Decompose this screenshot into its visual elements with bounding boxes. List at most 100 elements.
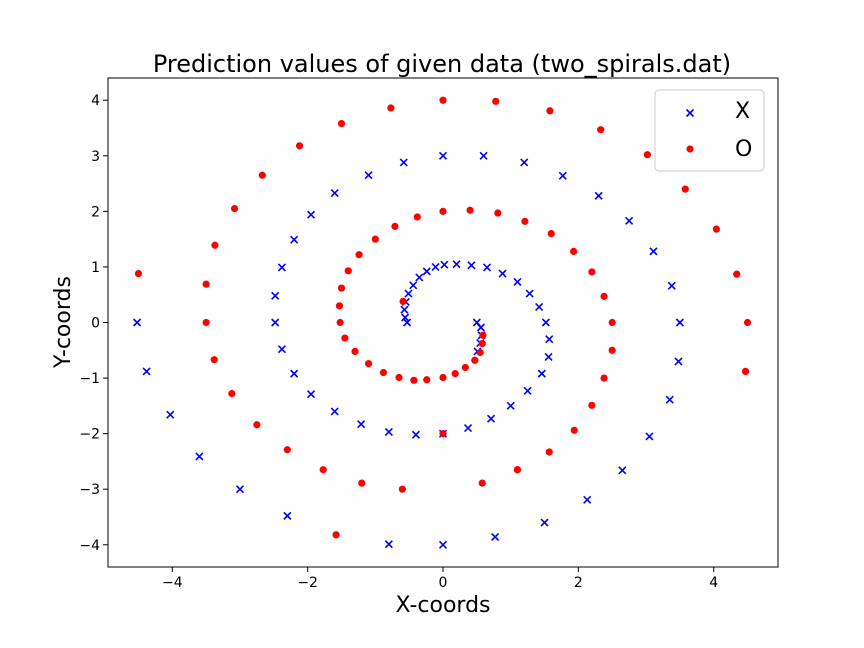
- data-point-x: [452, 260, 461, 269]
- data-point-x: [166, 410, 175, 419]
- x-axis-label: X-coords: [395, 593, 490, 618]
- data-point-o: [521, 217, 529, 225]
- data-point-x: [645, 432, 654, 441]
- data-point-o: [712, 225, 721, 233]
- data-point-x: [142, 367, 151, 376]
- data-point-o: [461, 363, 469, 372]
- x-tick-label: 2: [574, 575, 583, 591]
- data-point-x: [357, 420, 366, 429]
- data-point-o: [202, 280, 210, 288]
- data-point-o: [471, 356, 479, 364]
- data-point-x: [479, 151, 488, 160]
- data-point-o: [479, 331, 487, 339]
- x-axis: −4 −2 0 2 4: [162, 567, 718, 591]
- data-point-o: [387, 104, 395, 112]
- data-point-o: [258, 171, 266, 179]
- data-point-o: [478, 340, 486, 348]
- data-point-x: [486, 414, 496, 423]
- data-point-o: [423, 376, 431, 384]
- data-point-o: [410, 376, 418, 384]
- data-point-x: [544, 352, 553, 362]
- data-point-o: [439, 373, 447, 382]
- data-point-x: [399, 158, 408, 167]
- data-point-o: [332, 531, 340, 539]
- y-tick-label: −3: [79, 482, 100, 498]
- data-point-o: [492, 97, 500, 105]
- data-point-x: [467, 261, 476, 270]
- y-tick-label: −1: [79, 371, 100, 387]
- legend-marker-x-glyph: [685, 108, 695, 118]
- data-point-o: [211, 241, 219, 249]
- data-point-x: [384, 540, 393, 549]
- data-point-x: [411, 430, 420, 439]
- data-point-x: [271, 291, 280, 300]
- data-point-x: [506, 401, 515, 410]
- data-point-o: [253, 421, 261, 429]
- data-point-x: [330, 188, 339, 198]
- data-point-o: [513, 466, 522, 474]
- data-point-o: [358, 479, 366, 487]
- data-point-x: [440, 260, 449, 269]
- y-axis-label: Y-coords: [51, 276, 76, 369]
- data-point-o: [395, 373, 403, 382]
- data-point-x: [625, 216, 634, 225]
- data-point-x: [400, 305, 409, 314]
- y-axis: −4 −3 −2 −1 0 1 2 3 4: [79, 93, 108, 554]
- data-point-x: [438, 540, 448, 549]
- data-point-x: [283, 511, 292, 520]
- data-point-o: [337, 119, 346, 128]
- data-point-o: [439, 207, 447, 215]
- data-point-o: [319, 466, 327, 474]
- data-point-x: [491, 532, 500, 542]
- x-tick-label: 4: [709, 575, 718, 591]
- y-tick-label: −2: [79, 427, 100, 443]
- data-point-o: [336, 318, 344, 327]
- data-point-o: [451, 370, 459, 378]
- data-point-o: [546, 107, 554, 115]
- chart-title: Prediction values of given data (two_spi…: [153, 50, 731, 78]
- data-point-o: [570, 247, 578, 255]
- legend: X O: [654, 89, 765, 172]
- data-point-x: [277, 345, 286, 354]
- data-point-x: [583, 495, 592, 504]
- data-point-o: [134, 270, 143, 278]
- y-tick-label: 3: [91, 149, 100, 165]
- data-point-o: [335, 302, 344, 310]
- data-point-o: [351, 347, 359, 355]
- data-point-o: [608, 318, 616, 327]
- data-point-o: [341, 334, 349, 342]
- data-point-o: [597, 126, 605, 134]
- data-point-o: [741, 367, 750, 375]
- x-tick-label: −4: [162, 575, 183, 591]
- legend-marker-o-glyph: [686, 145, 694, 153]
- data-point-x: [476, 323, 485, 332]
- data-point-o: [230, 204, 239, 213]
- data-point-x: [431, 262, 440, 271]
- data-point-o: [344, 267, 352, 275]
- data-point-o: [210, 356, 218, 364]
- x-tick-label: 0: [439, 575, 448, 591]
- data-point-x: [537, 369, 546, 378]
- data-point-o: [398, 485, 406, 493]
- data-point-o: [283, 446, 291, 454]
- data-point-o: [391, 222, 399, 230]
- data-point-x: [415, 273, 424, 282]
- data-point-o: [439, 96, 447, 104]
- data-point-x: [558, 171, 567, 180]
- legend-label-x: X: [735, 99, 750, 124]
- data-point-x: [330, 407, 339, 416]
- data-point-x: [545, 335, 554, 344]
- data-point-x: [404, 289, 413, 298]
- data-point-x: [277, 263, 286, 272]
- data-point-x: [498, 269, 507, 278]
- y-tick-label: 1: [91, 260, 100, 276]
- data-point-x: [306, 390, 316, 399]
- y-tick-label: 4: [91, 93, 100, 109]
- data-point-x: [525, 289, 534, 298]
- data-points: [133, 96, 752, 549]
- legend-label-o: O: [735, 137, 752, 162]
- data-point-o: [588, 268, 596, 276]
- data-point-x: [133, 318, 142, 327]
- data-point-x: [401, 313, 410, 322]
